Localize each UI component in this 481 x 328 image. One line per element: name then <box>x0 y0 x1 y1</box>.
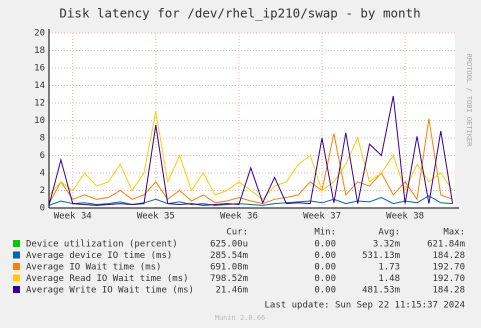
legend-label: Average Read IO Wait time (ms) <box>26 274 189 284</box>
plot-area <box>49 33 455 208</box>
y-tick-label: 12 <box>34 99 45 109</box>
x-tick-label: Week 34 <box>54 212 92 222</box>
series-line <box>48 195 453 206</box>
legend-swatch <box>13 240 20 247</box>
summary-value: 0.00 <box>314 274 336 284</box>
summary-value: 0.00 <box>314 263 336 273</box>
summary-header: Max: <box>443 228 465 238</box>
chart-title: Disk latency for /dev/rhel_ip210/swap - … <box>59 6 420 21</box>
summary-value: 625.00u <box>210 240 248 250</box>
summary-value: 3.32m <box>373 240 400 250</box>
summary-value: 798.52m <box>210 274 248 284</box>
y-tick-label: 10 <box>34 116 45 126</box>
x-tick-label: Week 37 <box>303 212 341 222</box>
summary-value: 1.73 <box>378 263 400 273</box>
summary-value: 691.08m <box>210 263 248 273</box>
y-tick-label: 20 <box>34 29 45 39</box>
summary-value: 531.13m <box>362 251 400 261</box>
legend-swatch <box>13 286 20 293</box>
legend-swatch <box>13 251 20 259</box>
legend-label: Average IO Wait time (ms) <box>26 263 161 273</box>
legend-swatch <box>13 274 20 282</box>
side-label: RRDTOOL / TOBI OETIKER <box>465 54 473 148</box>
summary-value: 0.00 <box>314 240 336 250</box>
summary-value: 21.46m <box>215 286 248 296</box>
x-tick-label: Week 35 <box>137 212 175 222</box>
legend-label: Device utilization (percent) <box>26 240 178 250</box>
summary-header: Avg: <box>378 228 400 238</box>
y-tick-label: 6 <box>40 151 45 161</box>
y-tick-label: 4 <box>40 169 45 179</box>
y-tick-label: 8 <box>40 134 45 144</box>
legend-label: Average Write IO Wait time (ms) <box>26 286 194 296</box>
summary-value: 0.00 <box>314 286 336 296</box>
y-tick-label: 16 <box>34 64 45 74</box>
footer: Munin 2.0.66 <box>215 314 266 322</box>
x-tick-label: Week 36 <box>220 212 258 222</box>
summary-header: Min: <box>314 228 336 238</box>
legend-swatch <box>13 263 20 270</box>
y-tick-label: 2 <box>40 186 45 196</box>
summary-value: 192.70 <box>432 274 465 284</box>
summary-value: 192.70 <box>432 263 465 273</box>
y-tick-label: 14 <box>34 81 45 91</box>
series-line <box>48 118 453 205</box>
summary-value: 481.53m <box>362 286 400 296</box>
summary-value: 621.84m <box>427 240 465 250</box>
summary-value: 184.28 <box>432 251 465 261</box>
x-tick-label: Week 38 <box>386 212 424 222</box>
series-line <box>48 111 454 200</box>
summary-header: Cur: <box>226 228 248 238</box>
last-update: Last update: Sun Sep 22 11:15:37 2024 <box>265 301 465 311</box>
summary-value: 0.00 <box>314 251 336 261</box>
legend-label: Average device IO time (ms) <box>26 251 172 261</box>
y-tick-label: 0 <box>40 204 45 214</box>
summary-value: 184.28 <box>432 286 465 296</box>
series-line <box>48 95 454 206</box>
summary-value: 1.48 <box>378 274 400 284</box>
y-tick-label: 18 <box>34 46 45 56</box>
summary-value: 285.54m <box>210 251 248 261</box>
